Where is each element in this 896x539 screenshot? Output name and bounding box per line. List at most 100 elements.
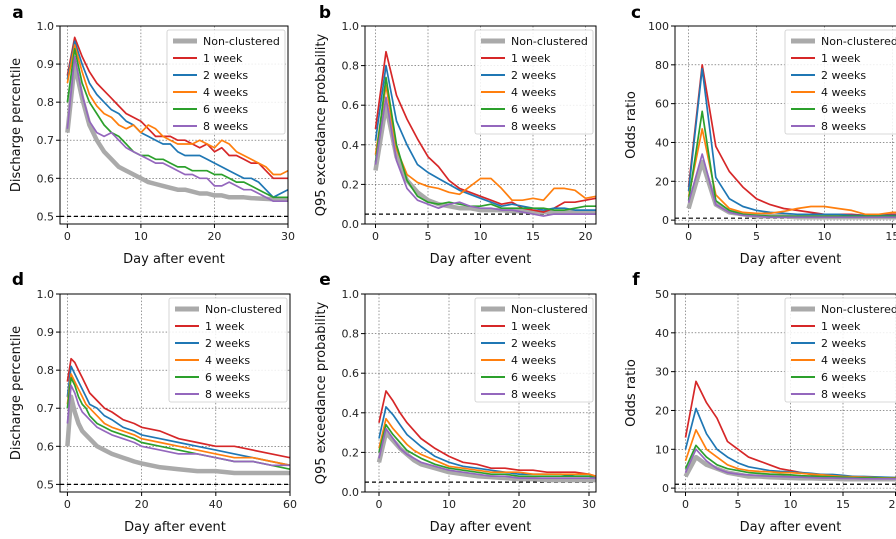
y-tick-label: 0.4 [342,139,360,152]
series-line-4-weeks [378,417,596,478]
series-line-4-weeks [374,84,596,202]
panel-letter: c [631,3,641,23]
x-axis-label: Day after event [740,252,842,267]
y-axis-label: Odds ratio [624,91,639,159]
y-tick-label: 0 [662,214,669,227]
legend-entry: Non-clustered [511,303,588,316]
x-tick-label: 5 [735,498,742,511]
x-tick-label: 20 [135,498,149,511]
legend-entry: 4 weeks [205,354,250,367]
legend-entry: 1 week [203,52,243,65]
legend-entry: 8 weeks [205,388,250,401]
y-tick-label: 0.4 [342,407,360,420]
y-tick-label: 20 [655,404,669,417]
series-line-4-weeks [687,128,896,216]
series-line-1-week [374,50,596,213]
legend-entry: 4 weeks [511,86,556,99]
axes-frame [59,25,289,225]
y-tick-label: 0.2 [342,446,360,459]
y-tick-label: 0 [662,482,669,495]
legend-entry: 1 week [821,52,861,65]
y-tick-label: 40 [655,136,669,149]
y-tick-label: 100 [648,20,669,33]
legend-entry: 8 weeks [821,388,866,401]
series-lines [373,50,596,217]
legend: Non-clustered 1 week 2 weeks 4 weeks 6 weeks… [474,29,594,135]
series-line-8-weeks [374,96,596,217]
y-axis-label: Odds ratio [624,359,639,427]
legend-entry: 2 weeks [205,337,250,350]
series-line-8-weeks [378,427,596,479]
series-line-8-weeks [66,384,290,467]
y-tick-label: 0.5 [37,210,55,223]
legend-entry: 8 weeks [203,120,248,133]
series-line-2-weeks [378,406,596,478]
series-line-6-weeks [374,76,596,211]
y-tick-label: 20 [655,175,669,188]
series-line-1-week [66,357,290,459]
series-line-6-weeks [687,110,896,218]
legend-entry: Non-clustered [821,303,896,316]
panel-b: 0 5 10 15 20 0.0 0.2 0.4 0.6 0.8 1.0 Day after even… [314,3,597,267]
legend-entry: 4 weeks [821,354,866,367]
y-tick-label: 0.0 [342,218,360,231]
series-lines [686,63,896,220]
legend-entry: 4 weeks [511,354,556,367]
y-tick-label: 1.0 [37,288,55,301]
x-tick-label: 0 [685,230,692,243]
x-tick-label: 40 [209,498,223,511]
x-tick-label: 30 [582,498,596,511]
legend-entry: Non-clustered [203,35,280,48]
x-tick-label: 0 [64,498,71,511]
x-axis-label: Day after event [123,252,225,267]
y-tick-label: 0.7 [37,402,55,415]
panel-a: 0 10 20 30 0.5 0.6 0.7 0.8 0.9 1.0 Day after event… [9,3,295,267]
x-tick-label: 20 [579,230,593,243]
x-tick-label: 15 [836,498,850,511]
y-tick-label: 0.0 [342,486,360,499]
series-line-4-weeks [66,44,288,176]
y-tick-label: 0.6 [342,99,360,112]
x-tick-label: 0 [372,230,379,243]
x-axis-label: Day after event [430,252,532,267]
legend-entry: 6 weeks [205,371,250,384]
series-line-8-weeks [687,153,896,219]
series-line-2-weeks [66,365,290,467]
series-lines [65,36,288,203]
legend-entry: 2 weeks [511,337,556,350]
y-tick-label: 0.6 [37,172,55,185]
x-tick-label: 15 [885,230,896,243]
y-tick-label: 0.8 [342,328,360,341]
x-tick-label: 5 [425,230,432,243]
y-tick-label: 0.6 [37,440,55,453]
legend-entry: 8 weeks [511,120,556,133]
y-tick-label: 0.7 [37,134,55,147]
legend-entry: 1 week [511,52,551,65]
x-tick-label: 60 [283,498,297,511]
panel-d: 0 20 40 60 0.5 0.6 0.7 0.8 0.9 1.0 Day after event… [9,270,297,535]
legend: Non-clustered 1 week 2 weeks 4 weeks 6 weeks… [474,297,594,403]
legend-box [784,297,896,403]
series-line-8-weeks [684,448,896,480]
legend-entry: 6 weeks [511,103,556,116]
x-tick-label: 10 [817,230,831,243]
legend-entry: Non-clustered [821,35,896,48]
legend-entry: 2 weeks [203,69,248,82]
series-lines [376,390,596,483]
y-tick-label: 0.8 [342,60,360,73]
y-tick-label: 0.2 [342,178,360,191]
series-line-non-clustered [65,61,288,202]
y-tick-label: 80 [655,59,669,72]
y-tick-label: 0.8 [37,96,55,109]
y-tick-label: 0.9 [37,326,55,339]
x-tick-label: 20 [889,498,896,511]
x-axis-label: Day after event [740,520,842,535]
x-tick-label: 0 [682,498,689,511]
legend-entry: Non-clustered [205,303,282,316]
y-tick-label: 10 [655,443,669,456]
panel-letter: e [319,270,331,290]
legend-entry: 2 weeks [821,337,866,350]
y-tick-label: 0.8 [37,364,55,377]
legend-entry: 2 weeks [821,69,866,82]
panel-letter: d [12,270,24,290]
